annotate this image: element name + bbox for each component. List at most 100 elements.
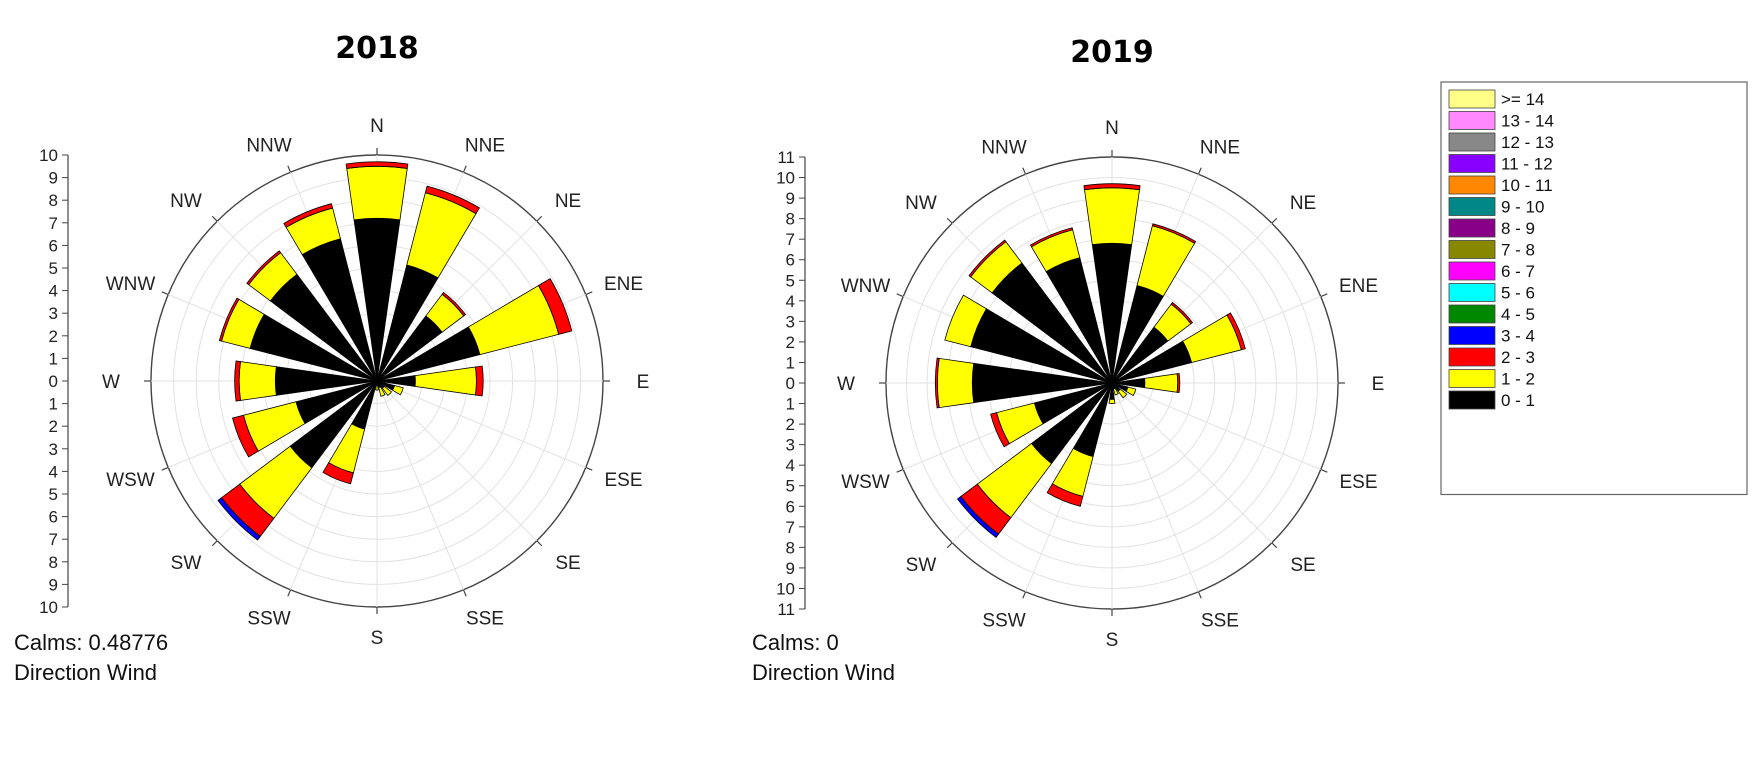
petal-segment-w <box>234 360 241 402</box>
petal-segment-n <box>1083 183 1141 191</box>
direction-label-ssw: SSW <box>982 611 1025 632</box>
petal-segment-e <box>414 366 477 396</box>
legend-swatch <box>1448 304 1496 324</box>
direction-label-se: SE <box>1290 555 1315 576</box>
direction-label-sw: SW <box>171 553 202 574</box>
direction-label-n: N <box>1105 118 1119 139</box>
petal-segment-wnw <box>944 294 987 348</box>
direction-tick <box>287 165 292 173</box>
petal-segment-w <box>274 366 378 396</box>
direction-tick <box>946 217 953 224</box>
direction-label-w: W <box>102 372 120 393</box>
legend-label: 9 - 10 <box>1501 198 1544 217</box>
radial-tick-label: 3 <box>49 440 58 459</box>
radial-tick-label: 6 <box>786 251 795 270</box>
legend-label: 11 - 12 <box>1501 155 1553 174</box>
radial-tick-label: 7 <box>49 214 58 233</box>
direction-tick <box>896 293 904 298</box>
petal-segment-w <box>971 362 1113 404</box>
legend-label: 5 - 6 <box>1501 284 1535 303</box>
direction-label-w: W <box>837 374 855 395</box>
footer-label: Direction Wind <box>14 660 157 685</box>
direction-tick <box>287 589 292 597</box>
radial-tick-label: 5 <box>49 259 58 278</box>
wind-rose-2019: 2019NNNENEENEEESESESSESSSWSWWSWWWNWNWNNW… <box>752 35 1384 685</box>
radial-tick-label: 6 <box>49 236 58 255</box>
direction-label-nne: NNE <box>1200 137 1240 158</box>
direction-label-ese: ESE <box>604 470 642 491</box>
radial-tick-label: 1 <box>786 395 795 414</box>
radial-tick-label: 8 <box>786 210 795 229</box>
radial-tick-label: 10 <box>776 169 795 188</box>
radial-tick-label: 8 <box>49 553 58 572</box>
petal-segment-ese <box>1125 386 1137 397</box>
radial-tick-label: 4 <box>49 462 58 481</box>
direction-label-e: E <box>1372 374 1385 395</box>
petal-segment-nw <box>246 250 282 286</box>
direction-label-sw: SW <box>906 555 937 576</box>
radial-tick-label: 4 <box>786 292 795 311</box>
petal-segment-wsw <box>990 412 1010 448</box>
legend-swatch <box>1448 175 1496 195</box>
legend-swatch <box>1448 154 1496 173</box>
radial-tick-label: 6 <box>49 508 58 527</box>
legend-swatch <box>1448 132 1496 152</box>
petal-segment-s <box>1108 398 1116 404</box>
radial-tick-label: 10 <box>776 579 795 598</box>
direction-label-s: S <box>371 628 384 649</box>
direction-tick <box>462 165 467 173</box>
center-dot <box>372 376 382 386</box>
legend-swatch <box>1448 326 1496 345</box>
direction-label-sse: SSE <box>1201 611 1239 632</box>
direction-label-ese: ESE <box>1339 472 1377 493</box>
center-dot <box>1107 378 1117 388</box>
legend-swatch <box>1448 283 1496 302</box>
legend-swatch <box>1448 369 1496 388</box>
direction-tick <box>585 466 593 471</box>
radial-tick-label: 5 <box>786 477 795 496</box>
direction-tick <box>536 215 543 222</box>
radial-tick-label: 2 <box>786 415 795 434</box>
calms-label: Calms: 0.48776 <box>14 630 168 655</box>
grid-spoke <box>1111 382 1321 470</box>
radial-tick-label: 1 <box>49 349 58 368</box>
legend-label: 8 - 9 <box>1501 219 1535 238</box>
petal-segment-e <box>1144 373 1179 393</box>
calms-label: Calms: 0 <box>752 630 839 655</box>
legend-label: 4 - 5 <box>1501 305 1535 324</box>
legend-label: 3 - 4 <box>1501 327 1535 346</box>
petal-segment-w <box>934 357 940 409</box>
petal-segment-ne <box>441 291 467 317</box>
legend-swatch <box>1448 89 1496 109</box>
legend-label: 10 - 11 <box>1501 176 1553 195</box>
radial-tick-label: 10 <box>39 146 58 165</box>
grid-spoke <box>1111 382 1199 592</box>
radial-tick-label: 7 <box>786 518 795 537</box>
petal-segment-nne <box>424 185 480 215</box>
petal-segment-nnw <box>283 203 334 228</box>
grid-spoke <box>1111 382 1273 544</box>
direction-label-nw: NW <box>905 193 937 214</box>
radial-tick-label: 9 <box>786 189 795 208</box>
petal-segment-e <box>1176 372 1181 394</box>
direction-label-ne: NE <box>555 191 581 212</box>
petal-segment-wsw <box>232 414 259 458</box>
direction-label-nw: NW <box>170 191 202 212</box>
footer-label: Direction Wind <box>752 660 895 685</box>
direction-label-se: SE <box>555 553 580 574</box>
radial-tick-label: 1 <box>49 395 58 414</box>
legend-swatch <box>1448 261 1496 281</box>
radial-tick-label: 9 <box>786 559 795 578</box>
petal-segment-ene <box>1226 312 1246 351</box>
petal-segment-n <box>1084 187 1140 246</box>
petal-segment-nw <box>968 239 1007 278</box>
grid-spoke <box>376 380 538 542</box>
legend-label: 13 - 14 <box>1501 112 1554 131</box>
legend-swatch <box>1448 197 1496 216</box>
petal-segment-w <box>937 357 975 409</box>
legend-swatch <box>1448 111 1496 130</box>
radial-tick-label: 1 <box>786 353 795 372</box>
petal-segment-sse <box>1113 387 1119 396</box>
direction-tick <box>585 291 593 296</box>
